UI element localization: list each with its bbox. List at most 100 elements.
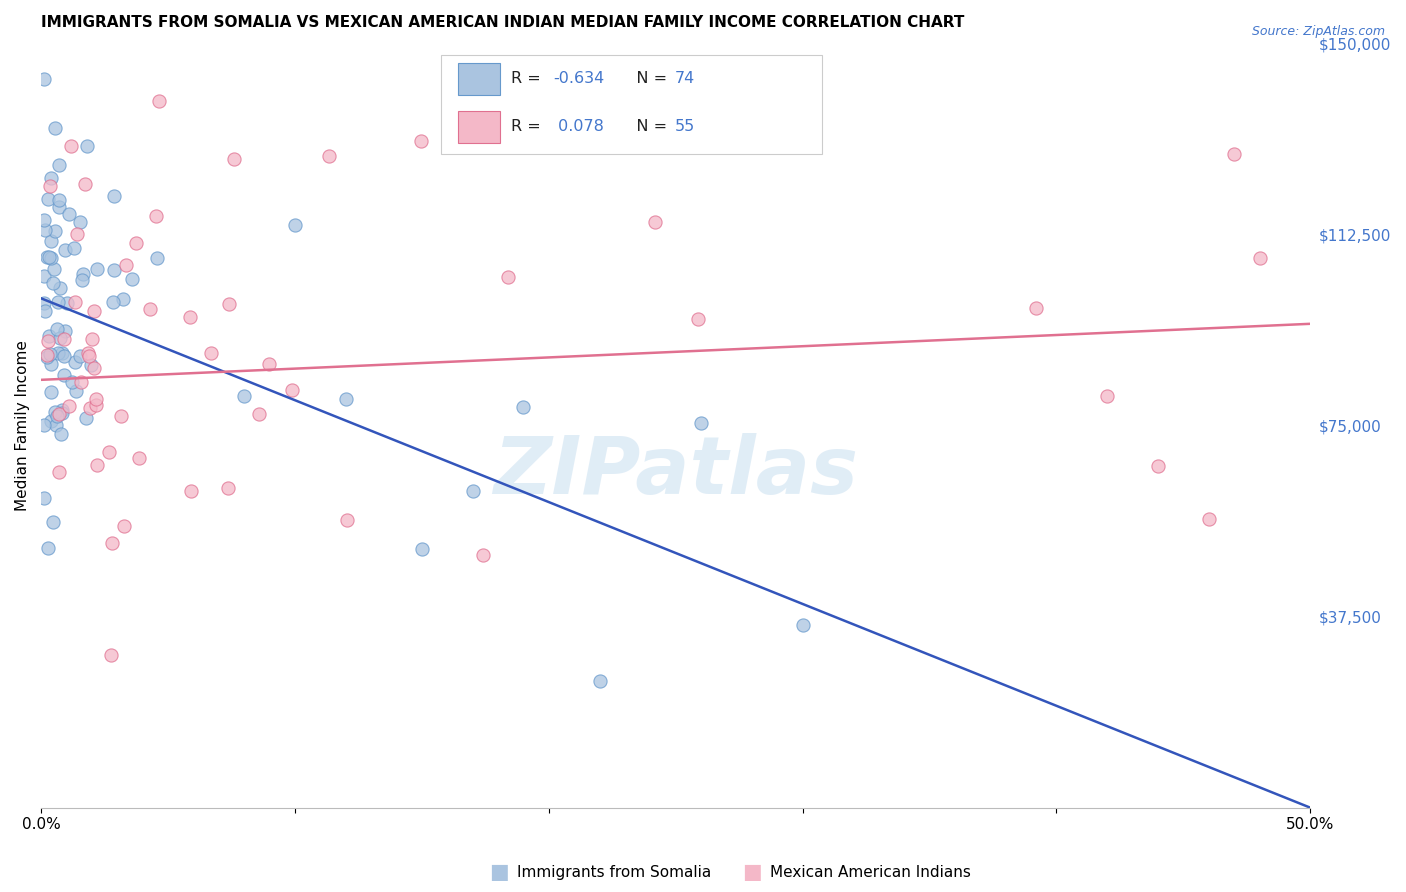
Point: [1249, 251, 1271, 265]
Point: [112, 519, 135, 533]
Point: [62, 241, 84, 255]
Point: [86, 458, 108, 472]
Point: [46, 409, 69, 424]
Point: [58, 207, 80, 221]
Point: [32, 417, 55, 432]
Point: [115, 258, 138, 272]
Point: [83, 303, 105, 318]
Point: [46, 294, 69, 309]
Text: ZIPatlas: ZIPatlas: [494, 433, 858, 510]
Text: Source: ZipAtlas.com: Source: ZipAtlas.com: [1251, 25, 1385, 38]
Point: [79, 401, 101, 416]
Point: [56, 296, 79, 310]
Point: [75, 410, 97, 425]
Text: 0.078: 0.078: [554, 120, 605, 134]
Point: [471, 548, 494, 562]
Point: [76, 346, 98, 360]
Point: [103, 189, 125, 203]
Point: [65, 384, 87, 398]
Point: [69, 350, 91, 364]
Point: [46, 345, 69, 359]
Point: [63, 355, 86, 369]
Point: [1095, 389, 1118, 403]
Point: [83, 361, 105, 376]
Point: [32, 213, 55, 227]
Point: [138, 302, 160, 317]
Text: 55: 55: [675, 120, 695, 134]
Point: [496, 269, 519, 284]
Point: [52, 368, 75, 382]
Point: [37, 250, 59, 264]
Point: [35, 350, 58, 364]
Point: [103, 295, 125, 310]
Point: [110, 409, 132, 423]
Point: [411, 541, 433, 556]
Point: [37, 334, 59, 348]
Point: [72, 273, 94, 287]
Point: [148, 94, 170, 108]
Point: [49, 426, 72, 441]
Point: [217, 481, 239, 495]
Point: [69, 215, 91, 229]
Point: [125, 235, 148, 250]
Point: [146, 251, 169, 265]
Point: [103, 263, 125, 277]
Point: [73, 177, 96, 191]
Point: [66, 227, 89, 241]
Point: [32, 296, 55, 310]
Point: [318, 149, 340, 163]
Point: [121, 272, 143, 286]
Point: [1025, 301, 1047, 315]
Point: [41, 516, 63, 530]
Point: [38, 329, 60, 343]
Point: [98, 444, 121, 458]
Point: [512, 400, 534, 414]
Point: [63, 295, 86, 310]
Point: [44, 224, 66, 238]
Y-axis label: Median Family Income: Median Family Income: [15, 340, 30, 511]
Point: [84, 392, 107, 406]
Point: [37, 348, 59, 362]
Point: [41, 234, 63, 248]
Point: [44, 405, 66, 419]
Text: ■: ■: [742, 863, 762, 882]
Point: [48, 193, 70, 207]
Point: [537, 134, 560, 148]
Text: R =: R =: [512, 120, 546, 134]
Point: [34, 223, 56, 237]
Point: [32, 72, 55, 87]
Point: [49, 280, 72, 294]
Text: R =: R =: [512, 71, 546, 87]
Point: [44, 261, 66, 276]
Text: 74: 74: [675, 71, 695, 87]
Point: [53, 332, 76, 346]
Point: [69, 375, 91, 389]
Point: [51, 406, 73, 420]
Point: [111, 292, 134, 306]
Point: [86, 261, 108, 276]
Point: [101, 535, 124, 549]
Point: [284, 218, 307, 232]
Point: [34, 303, 56, 318]
Point: [37, 192, 59, 206]
Point: [38, 179, 60, 194]
Point: [51, 346, 73, 360]
Point: [76, 138, 98, 153]
Point: [82, 333, 104, 347]
Point: [48, 200, 70, 214]
Point: [52, 349, 75, 363]
Text: N =: N =: [621, 120, 672, 134]
Point: [180, 484, 202, 499]
Point: [38, 346, 60, 360]
Point: [257, 357, 280, 371]
Point: [461, 483, 484, 498]
Point: [218, 296, 240, 310]
Point: [44, 121, 66, 136]
Point: [80, 358, 103, 372]
Text: Immigrants from Somalia: Immigrants from Somalia: [517, 865, 711, 880]
Text: N =: N =: [621, 71, 672, 87]
Point: [100, 648, 122, 662]
Point: [222, 152, 245, 166]
Point: [690, 416, 713, 430]
Point: [200, 346, 222, 360]
